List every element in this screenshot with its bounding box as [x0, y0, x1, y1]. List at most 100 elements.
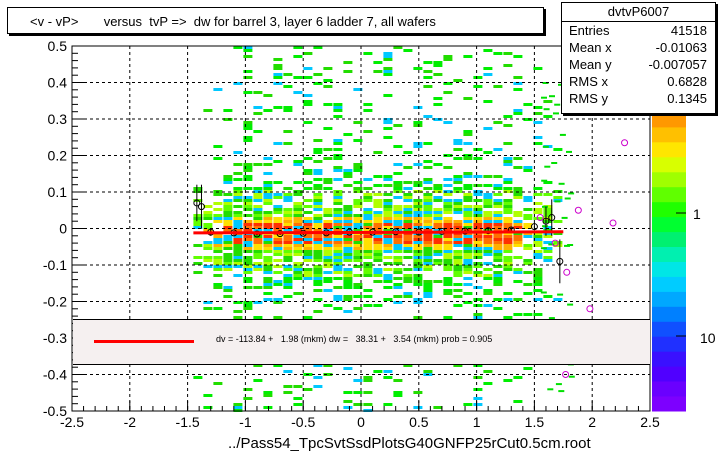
heatmap-cell — [533, 193, 543, 196]
heatmap-cell — [323, 211, 333, 214]
heatmap-cell — [463, 154, 473, 157]
heatmap-cell — [423, 295, 433, 298]
heatmap-cell — [393, 394, 403, 397]
heatmap-cell — [554, 200, 561, 203]
heatmap-cell — [303, 247, 313, 250]
heatmap-cell — [343, 400, 353, 403]
heatmap-cell — [483, 196, 493, 199]
heatmap-cell — [253, 250, 263, 253]
heatmap-cell — [473, 76, 483, 79]
heatmap-cell — [343, 241, 353, 244]
heatmap-cell — [293, 160, 303, 163]
heatmap-cell — [323, 178, 333, 181]
heatmap-cell — [353, 238, 363, 241]
heatmap-cell — [203, 214, 213, 217]
heatmap-cell — [503, 211, 513, 214]
heatmap-cell — [303, 256, 313, 259]
heatmap-cell — [423, 211, 433, 214]
heatmap-cell — [473, 403, 483, 406]
heatmap-cell — [313, 238, 323, 241]
heatmap-cell — [393, 295, 403, 298]
heatmap-cell — [353, 166, 363, 169]
heatmap-cell — [373, 244, 383, 247]
outlier-point — [586, 305, 594, 313]
heatmap-cell — [283, 256, 293, 259]
heatmap-cell — [253, 112, 263, 115]
heatmap-cell — [273, 238, 283, 241]
heatmap-cell — [523, 262, 533, 265]
heatmap-cell — [213, 202, 223, 205]
heatmap-cell — [493, 253, 503, 256]
heatmap-cell — [253, 301, 263, 304]
fit-legend-line — [94, 340, 194, 343]
heatmap-cell — [263, 394, 273, 397]
heatmap-cell — [363, 391, 373, 394]
heatmap-cell — [433, 259, 443, 262]
heatmap-cell — [323, 85, 333, 88]
heatmap-cell — [263, 406, 273, 409]
heatmap-cell — [483, 244, 493, 247]
heatmap-cell — [413, 265, 423, 268]
heatmap-cell — [503, 244, 513, 247]
heatmap-cell — [423, 256, 433, 259]
heatmap-cell — [473, 157, 483, 160]
heatmap-cell — [413, 202, 423, 205]
heatmap-cell — [243, 49, 253, 52]
heatmap-cell — [303, 235, 313, 238]
heatmap-cell — [343, 256, 353, 259]
heatmap-cell — [483, 175, 493, 178]
heatmap-cell — [283, 259, 293, 262]
heatmap-cell — [413, 253, 423, 256]
heatmap-cell — [363, 274, 373, 277]
heatmap-cell — [243, 223, 253, 226]
heatmap-cell — [283, 238, 293, 241]
heatmap-cell — [423, 205, 433, 208]
heatmap-cell — [323, 241, 333, 244]
heatmap-cell — [453, 259, 463, 262]
heatmap-cell — [313, 172, 323, 175]
heatmap-cell — [313, 268, 323, 271]
heatmap-cell — [403, 247, 413, 250]
heatmap-cell — [493, 241, 503, 244]
heatmap-cell — [283, 241, 293, 244]
heatmap-cell — [303, 94, 313, 97]
heatmap-cell — [293, 91, 303, 94]
heatmap-cell — [433, 214, 443, 217]
heatmap-cell — [433, 208, 443, 211]
heatmap-cell — [393, 211, 403, 214]
heatmap-cell — [483, 184, 493, 187]
heatmap-cell — [283, 130, 293, 133]
heatmap-cell — [473, 247, 483, 250]
heatmap-cell — [343, 244, 353, 247]
heatmap-cell — [343, 247, 353, 250]
heatmap-cell — [503, 52, 513, 55]
heatmap-cell — [243, 241, 253, 244]
heatmap-cell — [353, 265, 363, 268]
heatmap-cell — [233, 178, 243, 181]
heatmap-cell — [473, 220, 483, 223]
heatmap-cell — [503, 115, 513, 118]
heatmap-cell — [313, 184, 323, 187]
heatmap-cell — [253, 187, 263, 190]
heatmap-cell — [453, 289, 463, 292]
heatmap-cell — [483, 217, 493, 220]
heatmap-cell — [263, 244, 273, 247]
heatmap-cell — [213, 238, 223, 241]
heatmap-cell — [403, 292, 413, 295]
heatmap-cell — [363, 130, 373, 133]
heatmap-cell — [542, 145, 549, 148]
heatmap-cell — [383, 70, 393, 73]
heatmap-cell — [554, 103, 561, 106]
heatmap-cell — [503, 247, 513, 250]
heatmap-cell — [313, 187, 323, 190]
heatmap-cell — [483, 193, 493, 196]
heatmap-cell — [373, 268, 383, 271]
heatmap-cell — [423, 76, 433, 79]
heatmap-cell — [343, 172, 353, 175]
colorbar-segment — [652, 366, 686, 382]
heatmap-cell — [323, 181, 333, 184]
heatmap-cell — [243, 163, 253, 166]
heatmap-cell — [373, 226, 383, 229]
colorbar-segment — [652, 246, 686, 262]
heatmap-cell — [353, 88, 363, 91]
